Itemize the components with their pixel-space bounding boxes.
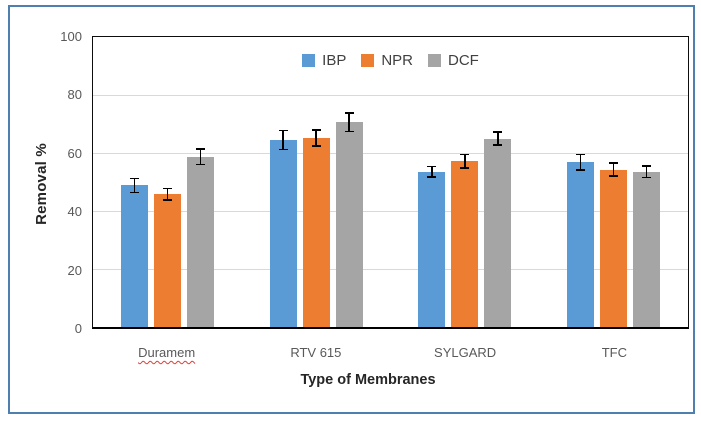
bar-dcf-rtv-615 <box>335 122 363 327</box>
y-axis-tick-labels: 100 80 60 40 20 0 <box>60 28 82 337</box>
bar-ibp-duramem <box>120 185 148 327</box>
errorbar-cap-bottom <box>278 148 288 151</box>
errorbar-cap-bottom <box>344 130 354 133</box>
bar-npr-rtv-615 <box>302 137 330 327</box>
errorbar-npr-sylgard <box>460 153 470 169</box>
bar-npr-duramem <box>153 194 181 327</box>
errorbar-cap-bottom <box>162 198 172 201</box>
errorbar-err-line <box>348 112 350 133</box>
errorbar-err-line <box>282 129 284 151</box>
bar-dcf-duramem <box>186 156 214 327</box>
x-tick-label-sylgard: SYLGARD <box>434 345 497 360</box>
x-tick-label-tfc: TFC <box>601 345 628 360</box>
bar-ibp-sylgard <box>418 171 446 327</box>
bar-dcf-tfc <box>633 171 661 327</box>
legend-swatch-dcf <box>428 53 442 67</box>
legend-item-ibp: IBP <box>302 52 346 69</box>
legend-swatch-ibp <box>302 53 316 67</box>
errorbar-npr-duramem <box>162 187 172 201</box>
x-tick-label-duramem: Duramem <box>138 345 196 360</box>
errorbar-err-line <box>199 148 202 166</box>
errorbar-cap-bottom <box>427 176 437 178</box>
errorbar-err-line <box>431 165 433 178</box>
errorbar-cap-bottom <box>460 167 470 169</box>
chart-outer-frame: Removal % 100 80 60 40 20 0 IBP NPR DCF … <box>8 5 695 414</box>
errorbar-cap-bottom <box>609 175 619 177</box>
errorbar-cap-bottom <box>576 169 586 171</box>
errorbar-ibp-rtv-615 <box>278 129 288 151</box>
errorbar-dcf-tfc <box>642 165 652 179</box>
errorbar-ibp-tfc <box>576 153 586 171</box>
bar-dcf-sylgard <box>484 138 512 327</box>
errorbar-cap-bottom <box>311 145 321 147</box>
errorbar-ibp-duramem <box>129 177 139 194</box>
errorbar-cap-bottom <box>493 144 503 147</box>
x-axis-title: Type of Membranes <box>300 372 436 388</box>
legend-label-npr: NPR <box>381 51 414 69</box>
errorbar-cap-bottom <box>642 176 652 179</box>
errorbar-err-line <box>133 177 136 194</box>
gridline-20 <box>93 269 688 270</box>
errorbar-dcf-rtv-615 <box>344 112 354 133</box>
legend-label-ibp: IBP <box>322 51 347 69</box>
legend-label-dcf: DCF <box>448 51 479 69</box>
gridline-60 <box>93 153 688 154</box>
bar-npr-tfc <box>600 169 628 327</box>
errorbar-cap-bottom <box>129 191 139 194</box>
errorbar-npr-tfc <box>609 162 619 177</box>
x-tick-label-rtv615: RTV 615 <box>290 345 342 360</box>
errorbar-dcf-duramem <box>195 148 205 166</box>
gridline-80 <box>93 95 688 96</box>
errorbar-err-line <box>497 130 499 147</box>
errorbar-err-line <box>166 187 169 201</box>
x-axis-tick-labels: Duramem RTV 615 SYLGARD TFC <box>92 345 689 360</box>
legend-swatch-npr <box>361 53 375 67</box>
gridline-40 <box>93 211 688 212</box>
errorbar-err-line <box>612 162 615 177</box>
plot-area <box>92 36 689 329</box>
legend-item-dcf: DCF <box>428 52 479 69</box>
errorbar-err-line <box>645 165 648 179</box>
chart-legend: IBP NPR DCF <box>92 50 689 70</box>
legend-item-npr: NPR <box>361 52 413 69</box>
errorbar-err-line <box>464 153 466 169</box>
errorbar-dcf-sylgard <box>493 130 503 147</box>
bar-ibp-tfc <box>567 162 595 327</box>
errorbar-err-line <box>315 128 317 147</box>
errorbar-cap-bottom <box>195 163 205 166</box>
errorbar-ibp-sylgard <box>427 165 437 178</box>
errorbar-err-line <box>579 153 582 171</box>
errorbar-npr-rtv-615 <box>311 128 321 147</box>
bar-ibp-rtv-615 <box>269 139 297 327</box>
bar-npr-sylgard <box>451 161 479 327</box>
